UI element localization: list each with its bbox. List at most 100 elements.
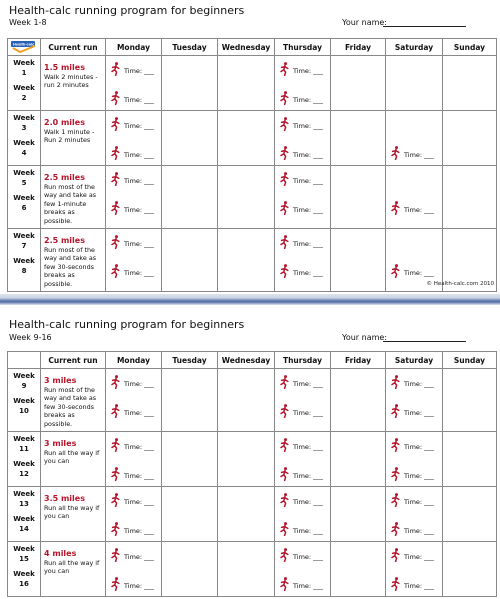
time-slot[interactable]: Time: ___ (390, 438, 440, 453)
time-slot[interactable]: Time: ___ (279, 264, 329, 279)
time-slot[interactable]: Time: ___ (110, 235, 160, 250)
day-cell-monday: Time: ___ Time: ___ (105, 110, 162, 166)
schedule-table: Health-calc Current run Monday Tuesday W… (7, 38, 497, 292)
day-cell-wednesday (217, 165, 275, 229)
logo-cell: Health-calc (7, 38, 41, 56)
schedule-table: Current run Monday Tuesday Wednesday Thu… (7, 351, 497, 597)
runner-icon (279, 467, 290, 482)
name-field[interactable] (383, 26, 466, 27)
day-cell-monday: Time: ___ Time: ___ (105, 55, 162, 111)
time-slot[interactable]: Time: ___ (279, 91, 329, 106)
sheet-week-1-8: Health-calc running program for beginner… (0, 0, 500, 294)
time-label: Time: ___ (124, 206, 154, 214)
time-slot[interactable]: Time: ___ (279, 522, 329, 537)
time-slot[interactable]: Time: ___ (390, 146, 440, 161)
time-slot[interactable]: Time: ___ (279, 117, 329, 132)
time-slot[interactable]: Time: ___ (110, 493, 160, 508)
day-cell-monday: Time: ___ Time: ___ (105, 486, 162, 542)
week-cell: Week 1 Week 2 (7, 55, 41, 111)
week-number: 12 (19, 470, 29, 478)
table-row: Week 15 Week 16 4 miles Run all the way if yo… (7, 541, 497, 597)
runner-icon (279, 146, 290, 161)
name-label: Your name: (342, 18, 388, 27)
run-description: Run all the way if you can (44, 558, 100, 576)
day-cell-tuesday (161, 541, 218, 597)
time-slot[interactable]: Time: ___ (390, 201, 440, 216)
week-cell: Week 11 Week 12 (7, 431, 41, 487)
time-slot[interactable]: Time: ___ (390, 522, 440, 537)
week-number: 15 (19, 555, 29, 563)
time-label: Time: ___ (293, 122, 323, 130)
time-slot[interactable]: Time: ___ (279, 172, 329, 187)
time-slot[interactable]: Time: ___ (110, 522, 160, 537)
week-label: Week (13, 114, 35, 122)
run-distance: 2.5 miles (44, 173, 85, 182)
time-label: Time: ___ (293, 409, 323, 417)
time-slot[interactable]: Time: ___ (279, 62, 329, 77)
time-slot[interactable]: Time: ___ (279, 375, 329, 390)
week-number: 11 (19, 445, 29, 453)
time-slot[interactable]: Time: ___ (279, 438, 329, 453)
time-label: Time: ___ (124, 177, 154, 185)
time-label: Time: ___ (404, 527, 434, 535)
header-friday: Friday (330, 351, 386, 369)
page-subtitle: Week 9-16 (9, 333, 52, 342)
time-slot[interactable]: Time: ___ (279, 201, 329, 216)
time-slot[interactable]: Time: ___ (110, 404, 160, 419)
time-slot[interactable]: Time: ___ (390, 375, 440, 390)
time-label: Time: ___ (293, 553, 323, 561)
time-slot[interactable]: Time: ___ (390, 493, 440, 508)
week-cell: Week 15 Week 16 (7, 541, 41, 597)
week-cell: Week 5 Week 6 (7, 165, 41, 229)
page-subtitle: Week 1-8 (9, 18, 47, 27)
time-slot[interactable]: Time: ___ (110, 467, 160, 482)
runner-icon (390, 404, 401, 419)
run-description: Run all the way if you can (44, 503, 100, 521)
day-cell-wednesday (217, 431, 275, 487)
page-title: Health-calc running program for beginner… (9, 318, 245, 331)
time-slot[interactable]: Time: ___ (279, 404, 329, 419)
runner-icon (279, 438, 290, 453)
time-slot[interactable]: Time: ___ (390, 264, 440, 279)
time-slot[interactable]: Time: ___ (279, 493, 329, 508)
time-slot[interactable]: Time: ___ (110, 117, 160, 132)
time-slot[interactable]: Time: ___ (390, 404, 440, 419)
header-wednesday: Wednesday (217, 351, 275, 369)
runner-icon (279, 91, 290, 106)
header-sunday: Sunday (442, 351, 497, 369)
time-slot[interactable]: Time: ___ (390, 548, 440, 563)
week-number: 6 (21, 204, 27, 212)
run-distance: 1.5 miles (44, 63, 85, 72)
time-slot[interactable]: Time: ___ (110, 577, 160, 592)
week-number: 8 (21, 267, 27, 275)
time-slot[interactable]: Time: ___ (279, 467, 329, 482)
time-slot[interactable]: Time: ___ (110, 91, 160, 106)
time-slot[interactable]: Time: ___ (110, 172, 160, 187)
time-slot[interactable]: Time: ___ (390, 577, 440, 592)
time-slot[interactable]: Time: ___ (110, 548, 160, 563)
day-cell-monday: Time: ___ Time: ___ (105, 431, 162, 487)
runner-icon (279, 62, 290, 77)
time-slot[interactable]: Time: ___ (110, 438, 160, 453)
time-slot[interactable]: Time: ___ (279, 548, 329, 563)
time-slot[interactable]: Time: ___ (279, 146, 329, 161)
time-label: Time: ___ (404, 582, 434, 590)
runner-icon (110, 493, 121, 508)
header-monday: Monday (105, 38, 162, 56)
time-slot[interactable]: Time: ___ (279, 577, 329, 592)
day-cell-sunday (442, 431, 497, 487)
header-thursday: Thursday (274, 351, 331, 369)
time-slot[interactable]: Time: ___ (110, 201, 160, 216)
run-distance: 2.5 miles (44, 236, 85, 245)
week-cell: Week 7 Week 8 (7, 228, 41, 292)
time-slot[interactable]: Time: ___ (279, 235, 329, 250)
time-slot[interactable]: Time: ___ (110, 146, 160, 161)
run-distance: 3 miles (44, 439, 77, 448)
runner-icon (110, 264, 121, 279)
time-slot[interactable]: Time: ___ (110, 62, 160, 77)
time-slot[interactable]: Time: ___ (110, 375, 160, 390)
time-slot[interactable]: Time: ___ (110, 264, 160, 279)
time-slot[interactable]: Time: ___ (390, 467, 440, 482)
name-field[interactable] (383, 341, 466, 342)
day-cell-sunday (442, 110, 497, 166)
